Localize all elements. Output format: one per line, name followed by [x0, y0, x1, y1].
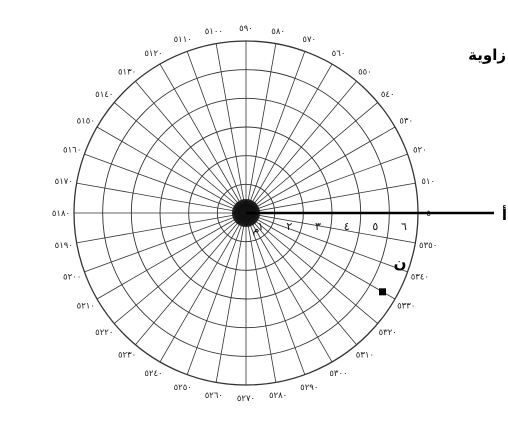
spoke-320	[245, 212, 379, 324]
ray-overlay: ١ ٢ ٣ ٤ ٥ ٦	[246, 211, 494, 296]
spoke-40	[245, 102, 379, 214]
degree-label-280: ٥٢٨٠	[269, 391, 287, 401]
degree-label-190: ٥١٩٠	[55, 241, 73, 251]
spoke-170	[76, 182, 247, 214]
spoke-290	[245, 212, 306, 375]
ray-end-label: أ	[502, 205, 507, 224]
degree-label-60: ٥٦٠	[332, 49, 346, 59]
spoke-140	[113, 102, 247, 214]
spoke-330	[245, 212, 396, 300]
degree-label-210: ٥٢١٠	[77, 302, 95, 312]
degree-label-200: ٥٢٠٠	[63, 272, 81, 282]
spoke-340	[245, 212, 408, 273]
spoke-150	[96, 126, 247, 214]
degree-label-340: ٥٣٤٠	[411, 272, 429, 282]
degree-label-310: ٥٣١٠	[356, 351, 374, 361]
spoke-310	[245, 212, 357, 346]
degree-label-110: ٥١١٠	[174, 35, 192, 45]
degree-label-170: ٥١٧٠	[55, 177, 73, 187]
spoke-260	[215, 212, 247, 383]
spoke-230	[135, 212, 247, 346]
spoke-50	[245, 80, 357, 214]
spoke-30	[245, 126, 396, 214]
ray-number-2: ٢	[286, 220, 292, 233]
spoke-120	[159, 63, 247, 214]
spoke-250	[186, 212, 247, 375]
spoke-350	[245, 212, 416, 244]
spoke-60	[245, 63, 333, 214]
polar-spokes	[74, 41, 418, 385]
spoke-160	[84, 153, 247, 214]
point-label: ن	[394, 254, 407, 272]
ray-number-4: ٤	[344, 220, 350, 233]
degree-label-120: ٥١٢٠	[144, 49, 162, 59]
degree-label-230: ٥٢٣٠	[118, 351, 136, 361]
degree-label-10: ٥١٠	[421, 177, 435, 187]
degree-label-180: ٥١٨٠	[52, 209, 70, 219]
ray-number-3: ٣	[315, 220, 321, 233]
degree-label-150: ٥١٥٠	[77, 117, 95, 127]
degree-label-240: ٥٢٤٠	[144, 369, 162, 379]
degree-label-290: ٥٢٩٠	[300, 383, 318, 393]
spoke-300	[245, 212, 333, 363]
ray-number-6: ٦	[401, 220, 407, 233]
degree-label-130: ٥١٣٠	[118, 67, 136, 77]
spoke-20	[245, 153, 408, 214]
spoke-280	[245, 212, 277, 383]
degree-label-220: ٥٢٢٠	[95, 328, 113, 338]
spoke-10	[245, 182, 416, 214]
degree-labels: ٥٠٥١٠٥٢٠٥٣٠٥٤٠٥٥٠٥٦٠٥٧٠٥٨٠٥٩٠٥١٠٠٥١١٠٥١٢…	[52, 24, 437, 404]
degree-label-160: ٥١٦٠	[63, 146, 81, 156]
degree-label-70: ٥٧٠	[302, 35, 316, 45]
degree-label-260: ٥٢٦٠	[205, 391, 223, 401]
degree-label-20: ٥٢٠	[413, 146, 427, 156]
heading-text: زاوية	[468, 46, 506, 64]
degree-label-270: ٥٢٧٠	[237, 394, 255, 404]
pole-label: م	[253, 223, 260, 236]
degree-label-90: ٥٩٠	[239, 24, 253, 34]
degree-label-40: ٥٤٠	[381, 90, 395, 100]
spoke-210	[96, 212, 247, 300]
degree-label-80: ٥٨٠	[271, 27, 285, 37]
degree-label-250: ٥٢٥٠	[174, 383, 192, 393]
ray-number-5: ٥	[372, 220, 378, 233]
degree-label-350: ٥٣٥٠	[419, 241, 437, 251]
degree-label-30: ٥٣٠	[399, 117, 413, 127]
spoke-220	[113, 212, 247, 324]
degree-label-330: ٥٣٣٠	[397, 302, 415, 312]
degree-label-100: ٥١٠٠	[205, 27, 223, 37]
spoke-110	[186, 51, 247, 214]
plotted-point	[379, 288, 387, 296]
spoke-190	[76, 212, 247, 244]
spoke-70	[245, 51, 306, 214]
degree-label-320: ٥٣٢٠	[379, 328, 397, 338]
spoke-80	[245, 43, 277, 214]
spoke-200	[84, 212, 247, 273]
spoke-130	[135, 80, 247, 214]
spoke-100	[215, 43, 247, 214]
spoke-240	[159, 212, 247, 363]
degree-label-50: ٥٥٠	[358, 67, 372, 77]
degree-label-300: ٥٣٠٠	[329, 369, 347, 379]
degree-label-140: ٥١٤٠	[95, 90, 113, 100]
ray-number-1: ١	[258, 220, 264, 233]
